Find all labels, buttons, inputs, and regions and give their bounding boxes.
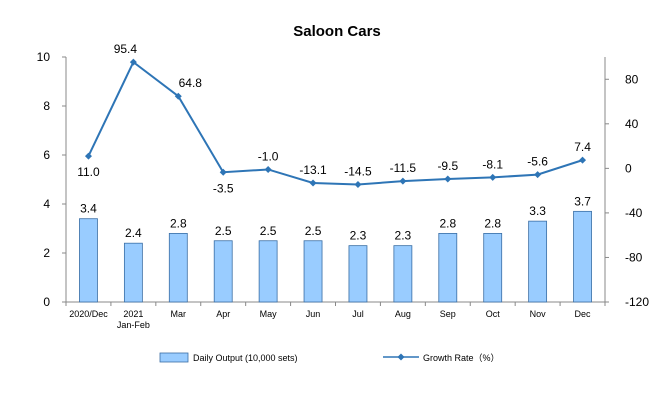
line-point [444,175,452,183]
bar [258,240,278,303]
bar-value-label: 2.8 [439,216,456,230]
bar-value-label: 2.3 [395,229,412,243]
x-tick-label: 2020/Dec [69,309,108,319]
bar-data-labels: 3.4 2.4 2.8 2.5 2.5 2.5 2.3 2.3 2.8 2.8 3.3 3.7 [80,194,591,242]
right-tick-label: 40 [625,117,639,131]
legend-line-marker [397,353,405,361]
bar-value-label: 3.3 [529,204,546,218]
line-value-label: -5.6 [527,155,548,169]
right-tick-label: -80 [625,250,643,264]
x-tick-label: Apr [216,309,230,319]
right-tick-label: 80 [625,72,639,86]
bar [438,232,458,303]
line-value-label: -11.5 [390,161,417,175]
line-value-label: 95.4 [114,42,138,56]
x-tick-label: Jul [352,309,364,319]
line-value-label: -1.0 [258,149,279,163]
bar-value-label: 2.5 [305,224,322,238]
line-series [84,58,587,189]
x-tick-label: Sep [440,309,456,319]
bar [79,218,98,303]
line-point [219,168,227,176]
line-point [84,152,92,160]
line-value-label: 7.4 [574,140,591,154]
bar-value-label: 2.5 [215,224,232,238]
line-point [399,177,407,185]
bar-value-label: 3.7 [574,194,591,208]
x-tick-label: Mar [171,309,187,319]
left-tick-label: 8 [43,99,50,113]
left-tick-label: 0 [43,295,50,309]
bar [483,232,503,303]
right-tick-label: 0 [625,161,632,175]
bar [303,240,323,303]
line-point [534,171,542,179]
line-point [264,165,272,173]
line-point [354,181,362,189]
x-tick-label: Dec [575,309,592,319]
bar [123,242,143,303]
line-data-labels: 11.0 95.4 64.8 -3.5 -1.0 -13.1 -14.5 -11.5 -9.5 -… [77,42,591,195]
left-tick-label: 10 [37,50,51,64]
x-tick-label: Aug [395,309,411,319]
legend-bar-label: Daily Output (10,000 sets) [193,353,298,363]
x-tick-label: Oct [486,309,501,319]
x-tick-label: 2021 Jan-Feb [117,309,150,330]
bar [168,232,188,303]
bar [348,245,368,303]
left-tick-label: 4 [43,197,50,211]
line-point [579,156,587,164]
growth-line [87,60,583,186]
bar [213,240,233,303]
line-point [309,179,317,187]
legend-line-label: Growth Rate（%） [423,353,500,363]
x-tick-label: Jun [306,309,321,319]
left-tick-label: 6 [43,148,50,162]
line-value-label: -13.1 [299,163,327,177]
bar [393,245,413,303]
x-tick-labels: 2020/Dec 2021 Jan-Feb Mar Apr May Jun Jul Aug Sep… [69,309,591,330]
bar [528,220,548,303]
axes: 0 2 4 6 8 10 -120 -80 -40 0 40 80 [37,50,650,309]
line-value-label: -9.5 [437,159,458,173]
bar-value-label: 2.5 [260,224,277,238]
line-value-label: 64.8 [179,76,203,90]
bar-value-label: 2.8 [484,216,501,230]
bar-value-label: 3.4 [80,202,97,216]
bar-series [79,210,592,303]
x-tick-label: Nov [530,309,547,319]
right-tick-label: -40 [625,206,643,220]
bar [573,210,592,303]
bar-value-label: 2.8 [170,216,187,230]
line-value-label: -3.5 [213,181,234,195]
line-value-label: 11.0 [77,165,100,179]
bar-value-label: 2.3 [350,229,367,243]
legend-bar-swatch [159,352,189,363]
line-point [174,92,182,100]
line-point [489,173,497,181]
right-tick-label: -120 [625,295,649,309]
x-tick-label: May [260,309,278,319]
legend: Daily Output (10,000 sets) Growth Rate（%… [159,352,500,363]
chart-title: Saloon Cars [293,23,381,40]
bar-value-label: 2.4 [125,226,142,240]
line-value-label: -8.1 [482,157,503,171]
line-point [129,58,137,66]
line-value-label: -14.5 [344,165,372,179]
left-tick-label: 2 [43,246,50,260]
